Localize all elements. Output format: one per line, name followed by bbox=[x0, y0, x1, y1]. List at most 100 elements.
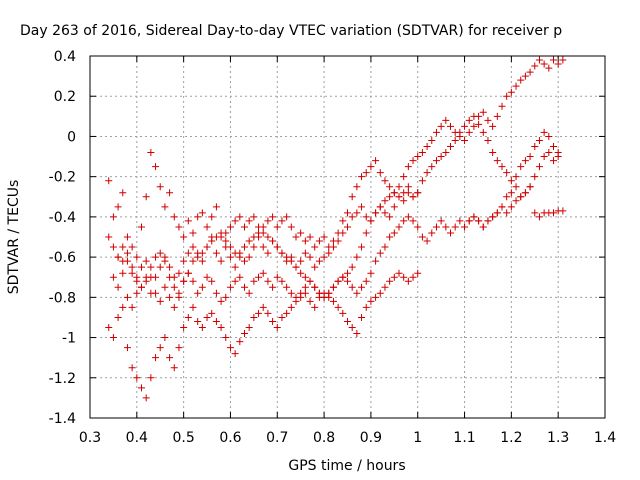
data-point bbox=[241, 257, 248, 265]
data-point bbox=[447, 143, 454, 150]
data-point bbox=[461, 122, 469, 130]
data-point bbox=[128, 269, 136, 277]
data-point bbox=[217, 324, 225, 331]
data-point bbox=[217, 229, 225, 237]
data-point bbox=[348, 213, 356, 221]
data-point bbox=[301, 249, 309, 257]
data-point bbox=[503, 209, 511, 217]
data-point bbox=[348, 193, 356, 201]
data-point bbox=[531, 173, 539, 181]
data-point bbox=[395, 193, 403, 201]
data-point bbox=[386, 183, 394, 191]
data-point bbox=[292, 233, 300, 241]
data-point bbox=[531, 209, 539, 217]
y-tick-label: 0.4 bbox=[54, 49, 76, 65]
data-point bbox=[142, 273, 150, 281]
data-point bbox=[273, 243, 281, 251]
data-point bbox=[404, 277, 412, 285]
data-point bbox=[344, 317, 351, 325]
data-point bbox=[507, 203, 515, 211]
data-point bbox=[208, 237, 216, 245]
y-tick-label: -1 bbox=[62, 331, 76, 347]
data-point bbox=[226, 243, 234, 251]
data-point bbox=[358, 203, 366, 211]
data-point bbox=[105, 177, 113, 185]
data-point bbox=[465, 128, 473, 136]
data-point bbox=[301, 289, 309, 297]
data-point bbox=[245, 324, 253, 331]
data-point bbox=[358, 173, 366, 181]
data-point bbox=[236, 273, 244, 281]
data-point bbox=[292, 263, 300, 271]
data-point bbox=[442, 149, 450, 157]
data-point bbox=[376, 289, 384, 297]
data-point bbox=[498, 102, 506, 110]
data-point bbox=[353, 253, 361, 261]
data-point bbox=[344, 277, 351, 285]
data-point bbox=[264, 217, 272, 225]
data-point bbox=[259, 243, 267, 251]
data-point bbox=[437, 153, 445, 161]
data-point bbox=[367, 297, 375, 305]
data-point bbox=[465, 116, 473, 124]
data-point bbox=[311, 303, 319, 311]
x-tick-label: 0.8 bbox=[313, 430, 335, 446]
data-point bbox=[212, 249, 220, 257]
data-point bbox=[409, 217, 417, 225]
data-point bbox=[526, 183, 534, 191]
data-point bbox=[400, 217, 408, 225]
x-tick-label: 0.4 bbox=[126, 430, 148, 446]
data-point bbox=[255, 229, 263, 237]
data-point bbox=[133, 253, 141, 261]
data-point bbox=[255, 273, 263, 281]
data-point bbox=[138, 223, 145, 231]
data-point bbox=[231, 217, 239, 225]
data-point bbox=[554, 60, 562, 68]
y-tick-label: 0 bbox=[67, 129, 76, 145]
data-point bbox=[156, 297, 164, 305]
data-point bbox=[531, 62, 539, 70]
data-point bbox=[128, 364, 136, 372]
data-point bbox=[128, 263, 136, 271]
data-point bbox=[123, 249, 131, 257]
data-point bbox=[287, 289, 295, 297]
data-point bbox=[348, 283, 356, 291]
data-point bbox=[503, 169, 511, 177]
data-point bbox=[521, 157, 529, 165]
data-point bbox=[531, 143, 539, 150]
x-tick-label: 0.3 bbox=[79, 430, 101, 446]
data-point bbox=[105, 233, 113, 241]
data-point bbox=[550, 143, 557, 150]
data-point bbox=[245, 237, 253, 245]
data-point bbox=[451, 128, 459, 136]
data-point bbox=[226, 253, 234, 261]
data-point bbox=[432, 223, 440, 231]
grid bbox=[90, 56, 605, 418]
data-point bbox=[409, 157, 417, 165]
data-point bbox=[381, 177, 389, 185]
data-point bbox=[184, 249, 192, 257]
data-point bbox=[208, 213, 216, 221]
data-point bbox=[400, 173, 408, 181]
data-point bbox=[489, 213, 497, 221]
data-point bbox=[212, 317, 220, 325]
x-tick-label: 1.3 bbox=[547, 430, 569, 446]
data-point bbox=[278, 217, 286, 225]
data-point bbox=[451, 223, 459, 231]
data-point bbox=[152, 163, 160, 171]
data-point bbox=[109, 273, 117, 281]
data-point bbox=[451, 136, 459, 144]
data-point bbox=[128, 303, 136, 311]
data-points bbox=[105, 56, 567, 402]
data-point bbox=[362, 277, 370, 285]
data-point bbox=[166, 263, 174, 271]
data-point bbox=[161, 283, 169, 291]
data-point bbox=[512, 183, 520, 191]
data-point bbox=[250, 213, 258, 221]
data-point bbox=[442, 223, 450, 231]
data-point bbox=[278, 249, 286, 257]
data-point bbox=[390, 273, 398, 281]
data-point bbox=[432, 128, 440, 136]
data-point bbox=[414, 223, 422, 231]
data-point bbox=[189, 257, 197, 265]
